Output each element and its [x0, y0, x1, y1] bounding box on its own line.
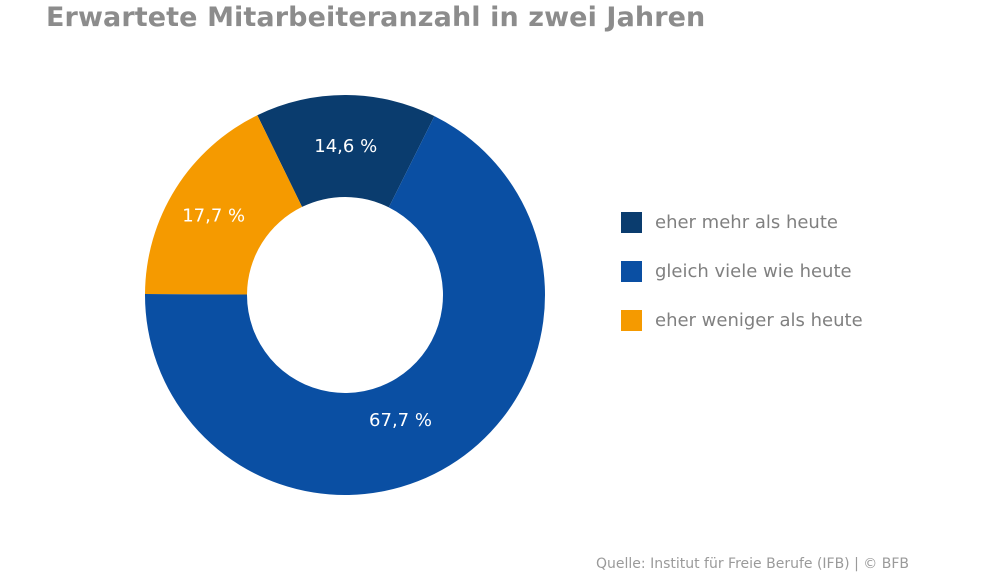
slice-label-same: 67,7 % — [369, 410, 432, 431]
slice-label-more: 14,6 % — [314, 136, 377, 157]
legend-item-fewer: eher weniger als heute — [621, 306, 863, 334]
slice-more — [257, 95, 435, 208]
legend-swatch-same — [621, 260, 642, 282]
legend-label-more: eher mehr als heute — [655, 211, 838, 233]
slice-fewer — [145, 115, 303, 295]
legend-swatch-more — [621, 211, 642, 233]
source-note: Quelle: Institut für Freie Berufe (IFB) … — [596, 556, 909, 572]
legend-label-same: gleich viele wie heute — [655, 260, 852, 282]
chart-title: Erwartete Mitarbeiteranzahl in zwei Jahr… — [46, 2, 706, 33]
legend-swatch-fewer — [621, 309, 642, 331]
donut-slice-labels: 14,6 % 67,7 % 17,7 % — [182, 136, 432, 431]
slice-same — [145, 116, 545, 495]
legend-item-same: gleich viele wie heute — [621, 257, 863, 285]
legend: eher mehr als heute gleich viele wie heu… — [621, 208, 863, 355]
legend-label-fewer: eher weniger als heute — [655, 309, 863, 331]
slice-label-fewer: 17,7 % — [182, 205, 245, 226]
legend-item-more: eher mehr als heute — [621, 208, 863, 236]
donut-slices — [145, 95, 545, 495]
